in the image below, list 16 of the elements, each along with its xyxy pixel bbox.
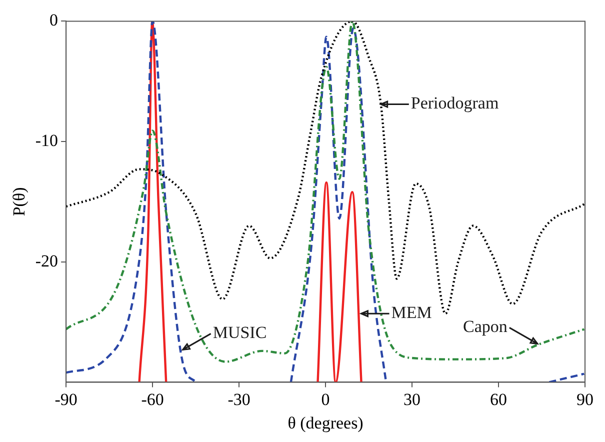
annotation: MUSIC (212, 323, 267, 342)
x-tick-label: 90 (576, 390, 594, 409)
x-tick-label: 60 (490, 390, 508, 409)
y-axis-title: P(θ) (10, 187, 29, 216)
x-tick-label: -60 (141, 390, 164, 409)
x-tick-label: -30 (228, 390, 250, 409)
y-tick-label: -20 (35, 251, 58, 270)
y-tick-label: 0 (50, 10, 58, 30)
x-tick-label: -90 (54, 390, 78, 409)
x-axis-title: θ (degrees) (288, 413, 364, 432)
x-tick-label: 30 (404, 390, 421, 409)
annotation: Periodogram (410, 94, 499, 113)
y-tick-label: -10 (35, 131, 58, 150)
x-tick-label: 0 (321, 390, 330, 409)
annotation: Capon (463, 317, 508, 336)
annotation: MEM (391, 303, 432, 322)
